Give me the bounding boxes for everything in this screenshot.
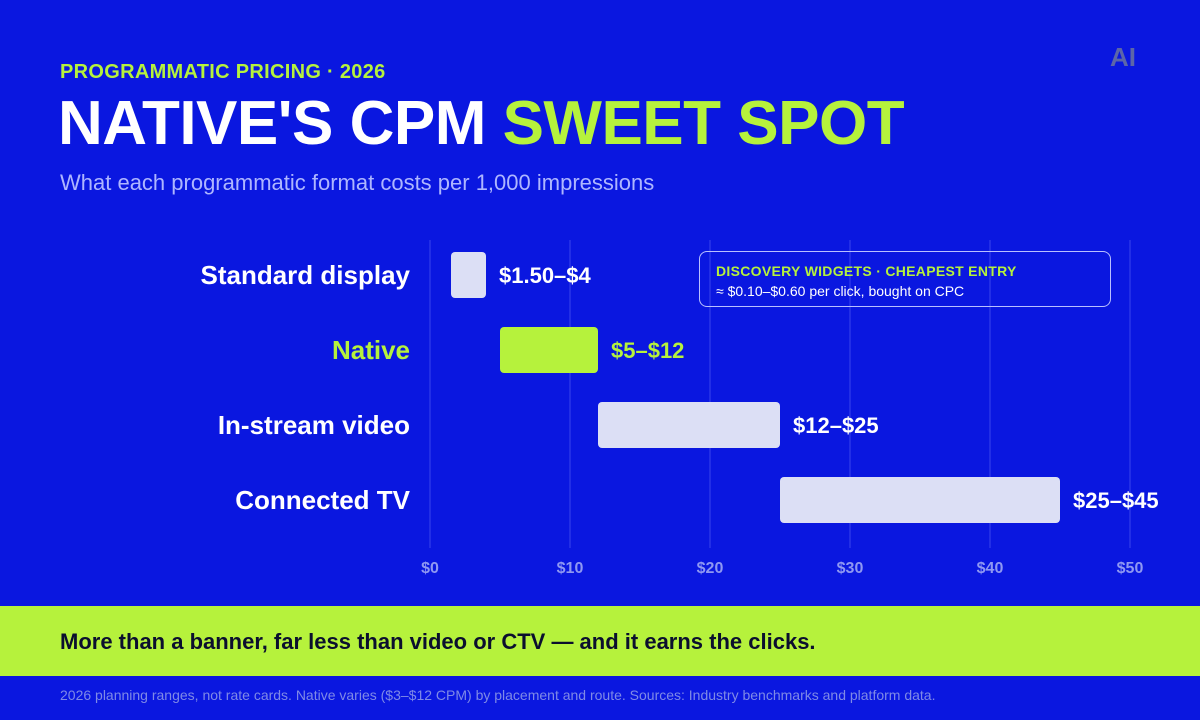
title-main: NATIVE'S CPM <box>58 89 503 158</box>
value-label: $12–$25 <box>793 413 879 438</box>
callout-title: DISCOVERY WIDGETS · CHEAPEST ENTRY <box>716 263 1017 279</box>
value-label: $5–$12 <box>611 338 684 363</box>
discovery-callout: DISCOVERY WIDGETS · CHEAPEST ENTRY ≈ $0.… <box>699 251 1111 307</box>
banner-text: More than a banner, far less than video … <box>60 629 816 654</box>
range-bar-chart: $0 $10 $20 $30 $40 $50 Standard display $1.50–$… <box>201 240 1159 577</box>
range-bar <box>451 252 486 298</box>
category-label: Standard display <box>201 260 411 290</box>
x-tick-label: $30 <box>837 560 864 577</box>
logo: AI <box>1110 42 1136 72</box>
range-bar <box>598 402 780 448</box>
subtitle: What each programmatic format costs per … <box>60 170 655 195</box>
kicker: PROGRAMMATIC PRICING · 2026 <box>60 61 386 83</box>
value-label: $25–$45 <box>1073 488 1159 513</box>
value-label: $1.50–$4 <box>499 263 592 288</box>
range-bar <box>780 477 1060 523</box>
x-tick-label: $10 <box>557 560 584 577</box>
x-tick-label: $40 <box>977 560 1004 577</box>
callout-body: ≈ $0.10–$0.60 per click, bought on CPC <box>716 283 965 299</box>
x-tick-label: $0 <box>421 560 439 577</box>
page-title: NATIVE'S CPM SWEET SPOT <box>58 88 905 160</box>
takeaway-banner: More than a banner, far less than video … <box>0 606 1200 676</box>
x-tick-label: $50 <box>1117 560 1144 577</box>
range-bar <box>500 327 598 373</box>
title-accent: SWEET SPOT <box>502 89 905 158</box>
footnote: 2026 planning ranges, not rate cards. Na… <box>60 687 936 703</box>
category-label: Native <box>332 335 410 365</box>
x-tick-label: $20 <box>697 560 724 577</box>
category-label: Connected TV <box>235 485 410 515</box>
category-label: In-stream video <box>218 410 410 440</box>
